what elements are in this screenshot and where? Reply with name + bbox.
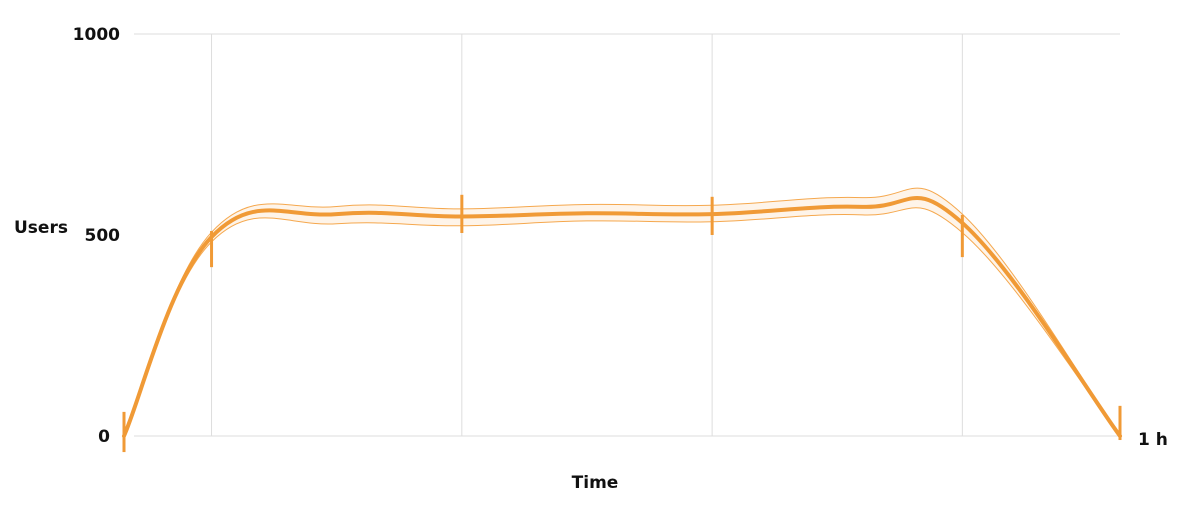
- error-bars: [122, 194, 1122, 453]
- confidence-band: [123, 187, 1121, 437]
- y-tick-label: 0: [98, 427, 110, 447]
- labels: Users Time 1 h 0 500 1000: [14, 25, 1168, 493]
- y-axis-title: Users: [14, 218, 68, 238]
- band-area: [124, 188, 1120, 436]
- band-upper-line: [123, 187, 1121, 437]
- series-line: [122, 196, 1122, 438]
- band-lower-line: [123, 207, 1121, 437]
- series-line-path: [122, 196, 1122, 438]
- y-tick-label: 1000: [73, 25, 120, 45]
- x-end-label: 1 h: [1138, 430, 1168, 450]
- x-axis-title: Time: [572, 473, 619, 493]
- y-tick-label: 500: [85, 226, 121, 246]
